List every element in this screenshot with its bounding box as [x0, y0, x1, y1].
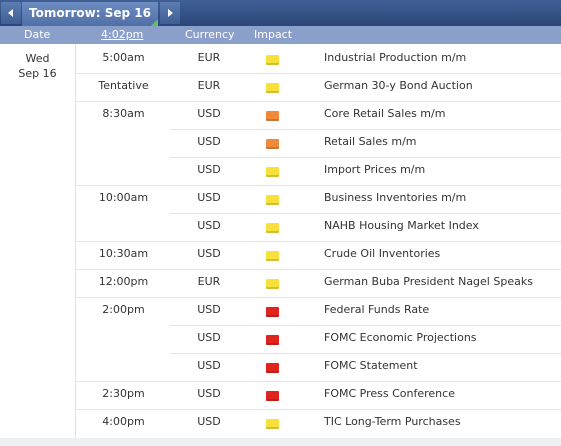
date-column-divider	[75, 44, 76, 438]
event-time: 10:00am	[98, 191, 149, 204]
impact-icon[interactable]	[266, 55, 279, 65]
row-separator	[76, 241, 561, 242]
row-separator	[170, 129, 561, 130]
impact-icon[interactable]	[266, 391, 279, 401]
impact-icon[interactable]	[266, 83, 279, 93]
event-currency: USD	[197, 107, 221, 120]
header-row: Date 4:02pm Currency Impact	[0, 26, 561, 44]
event-currency: USD	[197, 191, 221, 204]
event-title: Import Prices m/m	[324, 163, 426, 176]
tab-corner	[151, 19, 158, 26]
event-title: Retail Sales m/m	[324, 135, 417, 148]
row-separator	[76, 101, 561, 102]
impact-icon[interactable]	[266, 335, 279, 345]
event-title: Federal Funds Rate	[324, 303, 430, 316]
next-button[interactable]	[160, 2, 180, 24]
event-time: 10:30am	[98, 247, 149, 260]
event-currency: USD	[197, 387, 221, 400]
row-separator	[76, 185, 561, 186]
event-time: 2:30pm	[102, 387, 145, 400]
event-time: Tentative	[98, 79, 149, 92]
impact-icon[interactable]	[266, 167, 279, 177]
day-name: Wed	[25, 52, 50, 65]
event-currency: USD	[197, 359, 221, 372]
event-currency: EUR	[197, 275, 221, 288]
row-separator	[76, 409, 561, 410]
event-title: German Buba President Nagel Speaks	[324, 275, 533, 288]
event-currency: EUR	[197, 79, 221, 92]
impact-icon[interactable]	[266, 139, 279, 149]
event-time: 4:00pm	[102, 415, 145, 428]
event-title: Industrial Production m/m	[324, 51, 467, 64]
impact-icon[interactable]	[266, 223, 279, 233]
row-separator	[76, 73, 561, 74]
prev-button[interactable]	[1, 2, 21, 24]
row-separator	[76, 269, 561, 270]
top-bar: Tomorrow: Sep 16	[0, 0, 561, 26]
event-time: 12:00pm	[98, 275, 149, 288]
impact-icon[interactable]	[266, 195, 279, 205]
impact-header: Impact	[254, 28, 293, 41]
event-title: Business Inventories m/m	[324, 191, 467, 204]
next-arrow	[168, 9, 173, 17]
event-currency: USD	[197, 415, 221, 428]
event-title: Crude Oil Inventories	[324, 247, 441, 260]
date-header: Date	[24, 28, 51, 41]
row-separator	[170, 157, 561, 158]
event-currency: USD	[197, 331, 221, 344]
currency-header: Currency	[185, 28, 235, 41]
impact-icon[interactable]	[266, 363, 279, 373]
event-currency: USD	[197, 303, 221, 316]
event-time: 2:00pm	[102, 303, 145, 316]
impact-icon[interactable]	[266, 419, 279, 429]
impact-icon[interactable]	[266, 279, 279, 289]
event-title: FOMC Economic Projections	[324, 331, 477, 344]
event-currency: USD	[197, 219, 221, 232]
impact-icon[interactable]	[266, 251, 279, 261]
tab-label: Tomorrow: Sep 16	[29, 6, 151, 20]
prev-arrow	[8, 9, 13, 17]
event-title: NAHB Housing Market Index	[324, 219, 479, 232]
event-currency: EUR	[197, 51, 221, 64]
event-title: FOMC Press Conference	[324, 387, 455, 400]
impact-icon[interactable]	[266, 307, 279, 317]
row-separator	[76, 381, 561, 382]
event-currency: USD	[197, 135, 221, 148]
event-title: Core Retail Sales m/m	[324, 107, 446, 120]
row-separator	[76, 297, 561, 298]
time-header[interactable]: 4:02pm	[101, 28, 144, 41]
day-date: Sep 16	[18, 67, 57, 80]
event-title: FOMC Statement	[324, 359, 418, 372]
event-currency: USD	[197, 163, 221, 176]
event-time: 8:30am	[102, 107, 145, 120]
footer-strip	[0, 438, 561, 446]
row-separator	[170, 213, 561, 214]
event-title: TIC Long-Term Purchases	[324, 415, 461, 428]
impact-icon[interactable]	[266, 111, 279, 121]
row-separator	[170, 325, 561, 326]
event-title: German 30-y Bond Auction	[324, 79, 473, 92]
row-separator	[170, 353, 561, 354]
event-currency: USD	[197, 247, 221, 260]
day-tab[interactable]: Tomorrow: Sep 16	[22, 2, 158, 26]
event-time: 5:00am	[102, 51, 145, 64]
